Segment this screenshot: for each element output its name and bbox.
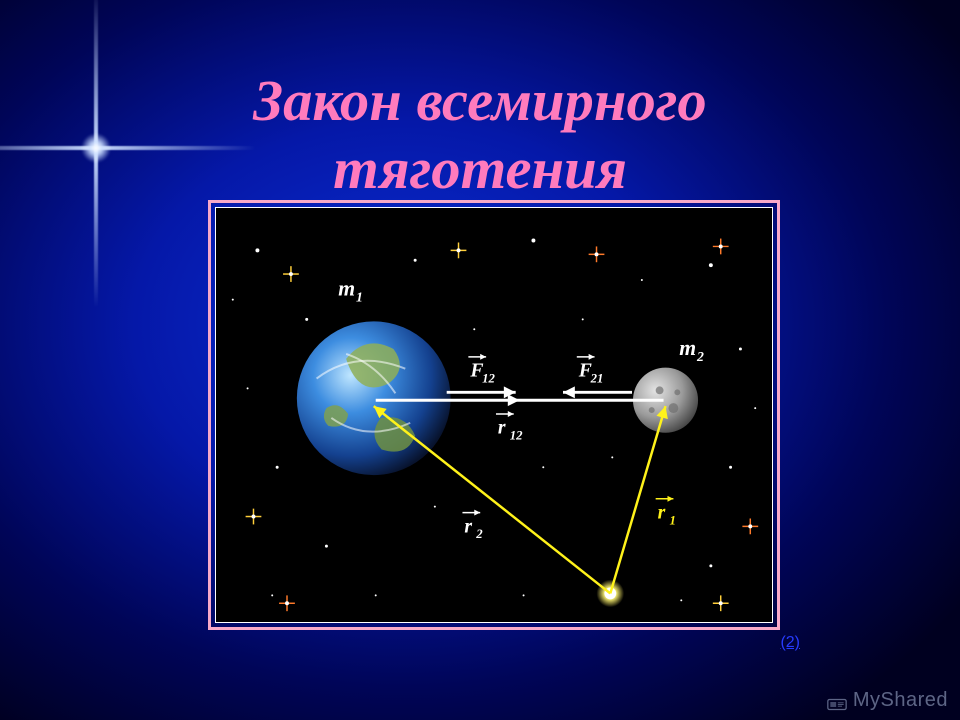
svg-text:1: 1 [356,290,363,305]
gravitation-diagram: r1r2r12F12F21m1m2 [218,210,770,620]
svg-text:2: 2 [696,349,704,364]
slide: Закон всемирного тяготения r1r2r12F12F21… [0,0,960,720]
watermark-text: MyShared [853,689,948,712]
svg-text:12: 12 [482,371,495,385]
footnote-link[interactable]: (2) [780,634,800,652]
svg-text:1: 1 [669,513,675,527]
slide-title: Закон всемирного тяготения [0,67,960,202]
svg-text:21: 21 [590,371,604,385]
diagram-frame-inner: r1r2r12F12F21m1m2 [215,207,773,623]
svg-text:2: 2 [475,527,483,541]
svg-text:r: r [498,417,506,439]
svg-text:r: r [658,501,666,523]
diagram-frame: r1r2r12F12F21m1m2 [208,200,780,630]
svg-text:m: m [679,336,696,360]
svg-text:12: 12 [510,429,523,443]
svg-text:m: m [338,277,355,301]
watermark: MyShared [827,689,948,712]
svg-text:r: r [464,515,472,537]
watermark-icon [827,694,847,708]
